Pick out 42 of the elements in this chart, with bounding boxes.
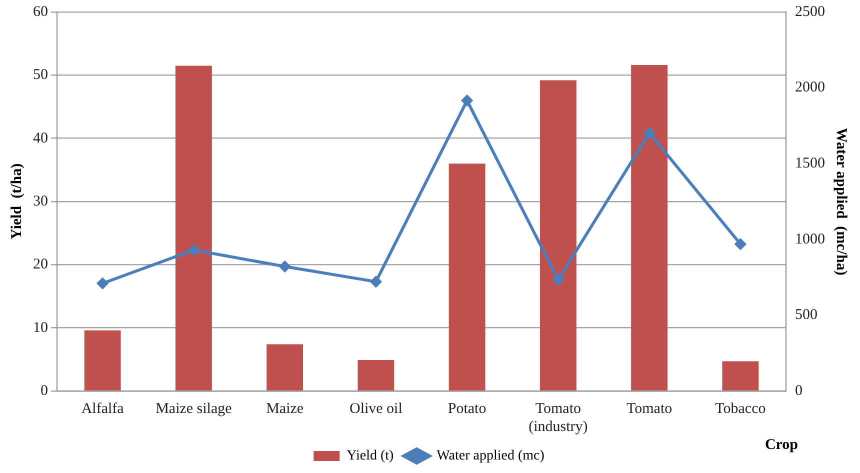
x-tick-label: Alfalfa: [81, 400, 124, 417]
y-tick-label: 20: [33, 256, 48, 273]
x-tick-label: Olive oil: [349, 400, 402, 417]
bar: [448, 164, 486, 390]
y2-tick-label: 1500: [795, 156, 825, 172]
y2-axis-title: Water applied (mc/ha): [833, 128, 850, 276]
y-tick-label: 60: [33, 4, 48, 20]
y2-tick-label: 2000: [795, 80, 825, 96]
x-tick-label: Maize: [266, 400, 304, 417]
x-tick-label: Maize silage: [156, 400, 232, 417]
x-tick-label: Potato: [448, 400, 486, 417]
point: [644, 127, 655, 138]
point: [370, 276, 382, 288]
x-tick-label: Tomato (industry): [528, 400, 588, 435]
legend-label: Yield (t): [346, 448, 394, 464]
bar: [266, 344, 304, 390]
x-tick-label: Tomato: [626, 400, 672, 417]
y2-tick-label: 2500: [795, 4, 825, 20]
y-axis-title: Yield (t/ha): [8, 163, 25, 240]
point: [279, 261, 290, 272]
bar: [84, 330, 121, 390]
y-tick-label: 10: [33, 320, 48, 336]
y2-tick-label: 0: [795, 382, 802, 399]
y-tick-label: 30: [33, 193, 48, 210]
y2-tick-label: 500: [795, 307, 818, 324]
point: [462, 95, 473, 106]
y-tick-label: 40: [33, 130, 48, 146]
y2-tick-label: 1000: [795, 231, 825, 248]
point: [552, 274, 564, 286]
x-axis-title: Crop: [764, 436, 798, 453]
bar: [540, 80, 576, 390]
y-tick-label: 50: [33, 67, 48, 84]
point: [188, 244, 200, 256]
x-tick-label: Tobacco: [715, 400, 766, 417]
legend-label: Water applied (mc): [436, 448, 545, 464]
point: [97, 278, 108, 289]
bar: [175, 66, 212, 390]
bar: [631, 65, 668, 390]
bar: [722, 361, 759, 390]
point: [734, 238, 746, 250]
bar: [358, 360, 394, 390]
y-tick-label: 0: [40, 382, 48, 399]
